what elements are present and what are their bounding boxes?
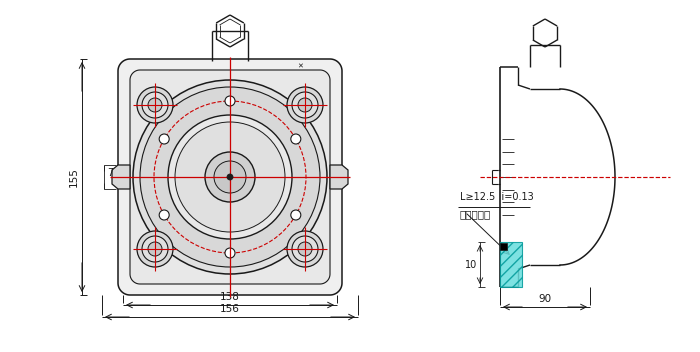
Circle shape: [175, 122, 285, 232]
Text: 7: 7: [107, 168, 113, 178]
Circle shape: [140, 87, 320, 267]
Circle shape: [298, 98, 312, 112]
Circle shape: [292, 236, 318, 262]
Bar: [500, 243, 507, 250]
Polygon shape: [130, 70, 330, 284]
Text: 90: 90: [538, 294, 552, 304]
Circle shape: [290, 134, 301, 144]
Circle shape: [142, 236, 168, 262]
Circle shape: [133, 80, 327, 274]
Circle shape: [287, 231, 323, 267]
Circle shape: [214, 161, 246, 193]
Circle shape: [225, 248, 235, 258]
Bar: [500, 242, 522, 287]
Circle shape: [142, 92, 168, 118]
Circle shape: [287, 87, 323, 123]
Circle shape: [137, 87, 173, 123]
Circle shape: [168, 115, 292, 239]
Circle shape: [298, 242, 312, 256]
Text: 156: 156: [220, 304, 240, 314]
Text: 138: 138: [220, 292, 240, 302]
Circle shape: [290, 210, 301, 220]
Text: 155: 155: [69, 167, 79, 187]
Circle shape: [205, 152, 255, 202]
Text: L≥12.5  i=0.13: L≥12.5 i=0.13: [460, 192, 533, 202]
Text: ✕: ✕: [297, 64, 303, 70]
Circle shape: [159, 210, 169, 220]
Circle shape: [148, 98, 162, 112]
Circle shape: [227, 174, 233, 180]
Circle shape: [148, 242, 162, 256]
Polygon shape: [330, 165, 348, 189]
Text: 10: 10: [465, 259, 477, 270]
Circle shape: [159, 134, 169, 144]
Text: 隔爆结合面: 隔爆结合面: [460, 209, 491, 219]
Polygon shape: [112, 165, 130, 189]
Polygon shape: [118, 59, 342, 295]
Circle shape: [292, 92, 318, 118]
Circle shape: [137, 231, 173, 267]
Circle shape: [225, 96, 235, 106]
